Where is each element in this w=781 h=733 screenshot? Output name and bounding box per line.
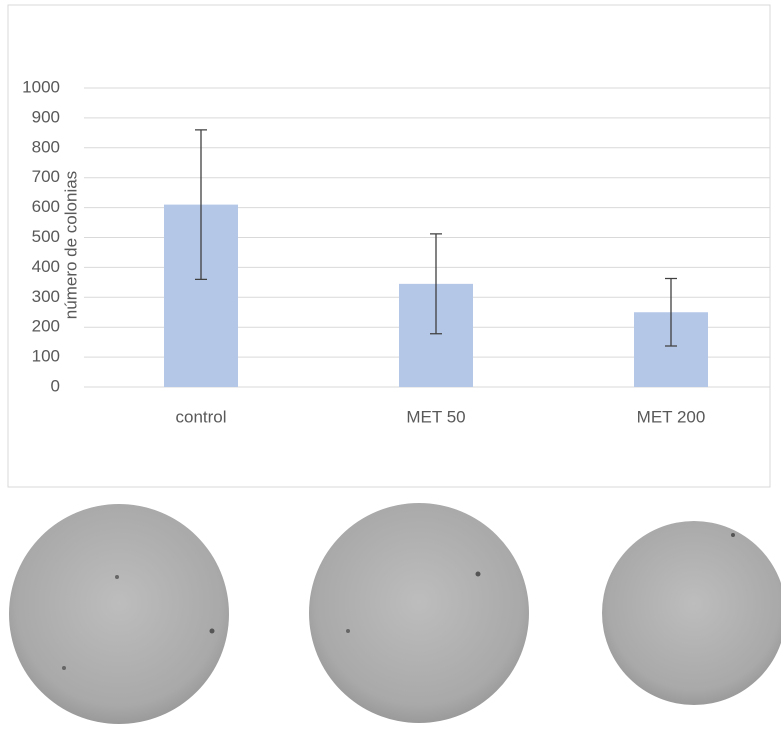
petri-dish [9, 504, 229, 724]
y-tick-label: 500 [32, 227, 60, 246]
y-tick-label: 800 [32, 137, 60, 156]
y-tick-label: 600 [32, 197, 60, 216]
y-axis-label: número de colonias [61, 171, 80, 319]
colony [62, 666, 66, 670]
colony [210, 629, 215, 634]
colony [115, 575, 119, 579]
colony [346, 629, 350, 633]
y-tick-label: 100 [32, 347, 60, 366]
petri-dish [602, 521, 781, 705]
y-tick-label: 300 [32, 287, 60, 306]
y-tick-label: 900 [32, 107, 60, 126]
dish-photos [9, 503, 781, 724]
x-tick-label: control [175, 407, 226, 426]
y-tick-label: 200 [32, 317, 60, 336]
y-tick-label: 700 [32, 167, 60, 186]
petri-dish [309, 503, 529, 723]
y-tick-label: 400 [32, 257, 60, 276]
colony [731, 533, 735, 537]
y-tick-label: 1000 [22, 77, 60, 96]
x-tick-label: MET 50 [406, 407, 465, 426]
colony [476, 572, 481, 577]
y-tick-label: 0 [51, 376, 60, 395]
page: 0 100 200 300 400 500 600 700 800 900 1000 control M… [0, 0, 781, 733]
x-tick-label: MET 200 [637, 407, 706, 426]
